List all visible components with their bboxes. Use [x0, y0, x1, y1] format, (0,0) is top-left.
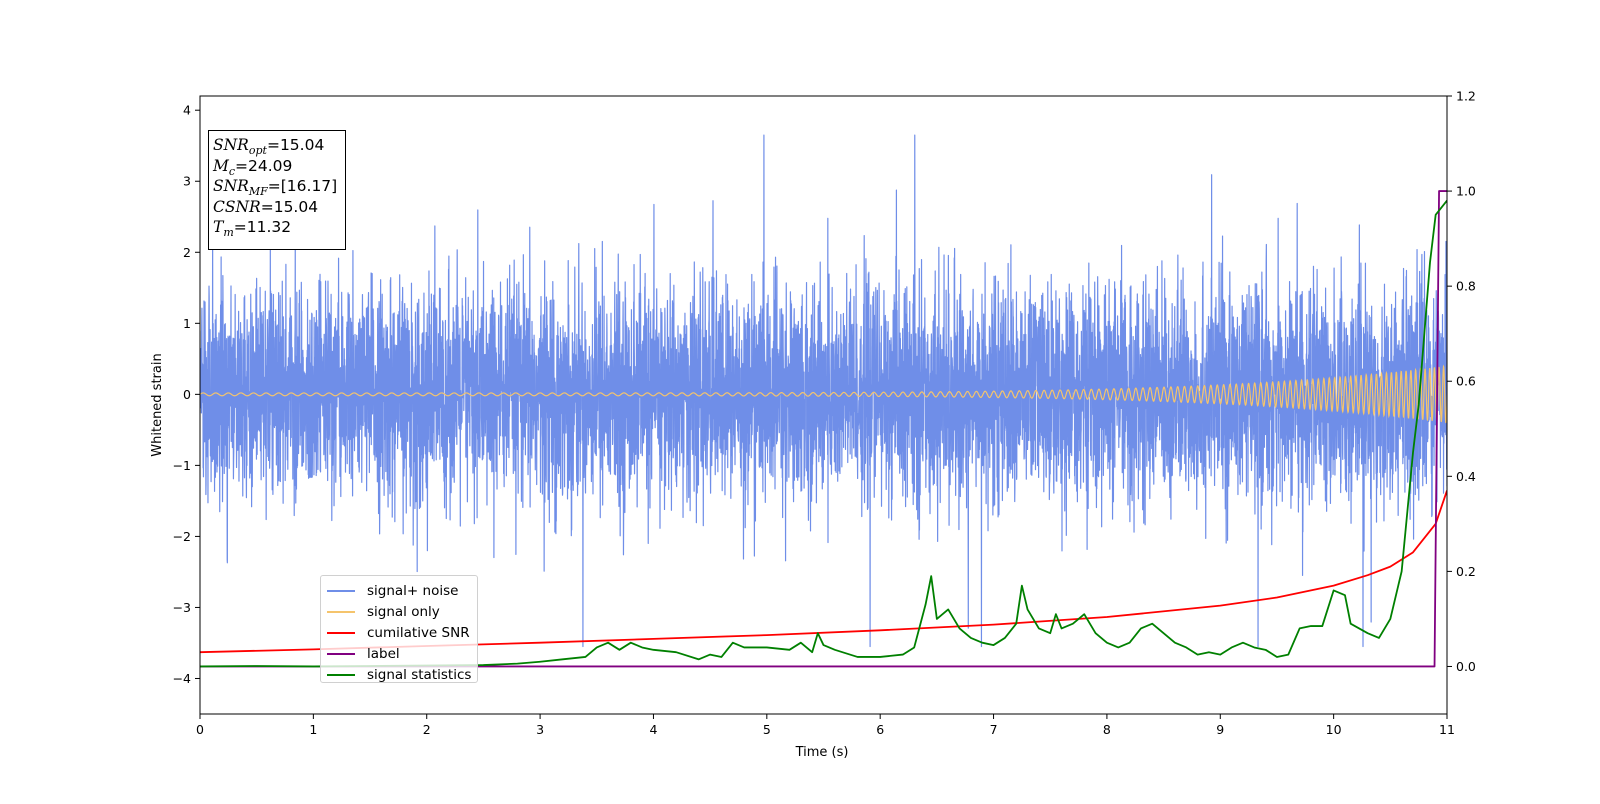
- y-axis-title: Whitened strain: [150, 353, 165, 456]
- x-tick-label-1: 1: [309, 722, 317, 737]
- legend-item-cumulative-snr: cumilative SNR: [327, 622, 477, 643]
- x-tick-label-11: 11: [1439, 722, 1455, 737]
- series-signal-only: [200, 364, 1447, 424]
- y2-tick-label-0: 0.0: [1456, 659, 1476, 674]
- y-tick-label-6: 2: [183, 245, 191, 260]
- snr-opt-row: SNRopt=15.04: [213, 136, 325, 157]
- snr-mf-row: SNRMF=[16.17]: [213, 177, 338, 198]
- y2-tick-label-1: 0.2: [1456, 564, 1476, 579]
- legend-item-label: label: [327, 643, 477, 664]
- y-tick-label-1: −3: [173, 600, 191, 615]
- parameter-box: SNRopt=15.04 Mc=24.09 SNRMF=[16.17] CSNR…: [208, 130, 346, 250]
- x-axis-title: Time (s): [795, 745, 849, 760]
- x-tick-label-9: 9: [1216, 722, 1224, 737]
- x-tick-label-4: 4: [649, 722, 657, 737]
- y-tick-label-3: −1: [173, 458, 191, 473]
- x-tick-label-5: 5: [763, 722, 771, 737]
- y2-tick-label-3: 0.6: [1456, 374, 1476, 389]
- y-tick-label-5: 1: [183, 316, 191, 331]
- x-tick-label-10: 10: [1326, 722, 1342, 737]
- chirp-mass-row: Mc=24.09: [213, 156, 293, 178]
- x-tick-label-0: 0: [196, 722, 204, 737]
- y2-tick-label-2: 0.4: [1456, 469, 1476, 484]
- x-tick-label-2: 2: [423, 722, 431, 737]
- x-tick-label-3: 3: [536, 722, 544, 737]
- series-signal-statistics: [200, 200, 1447, 668]
- y-tick-label-2: −2: [173, 529, 191, 544]
- series-label: [200, 190, 1447, 668]
- series-signal-noise: [200, 134, 1447, 648]
- y-tick-label-0: −4: [173, 671, 191, 686]
- y-tick-label-8: 4: [183, 103, 191, 118]
- legend-item-signal-only: signal only: [327, 601, 477, 622]
- x-tick-label-8: 8: [1103, 722, 1111, 737]
- legend-item-signal-statistics: signal statistics: [327, 664, 477, 685]
- csnr-row: CSNR=15.04: [213, 197, 319, 216]
- y-tick-label-7: 3: [183, 174, 191, 189]
- x-tick-label-6: 6: [876, 722, 884, 737]
- legend-item-signal-noise: signal+ noise: [327, 580, 477, 601]
- y2-tick-label-4: 0.8: [1456, 279, 1476, 294]
- y2-tick-label-5: 1.0: [1456, 184, 1476, 199]
- tm-row: Tm=11.32: [213, 218, 292, 239]
- y2-tick-label-6: 1.2: [1456, 89, 1476, 104]
- x-tick-label-7: 7: [990, 722, 998, 737]
- legend: signal+ noise signal only cumilative SNR…: [320, 575, 478, 683]
- plot-frame: [199, 95, 1448, 715]
- series-cumulative-snr: [200, 490, 1447, 654]
- y-tick-label-4: 0: [183, 387, 191, 402]
